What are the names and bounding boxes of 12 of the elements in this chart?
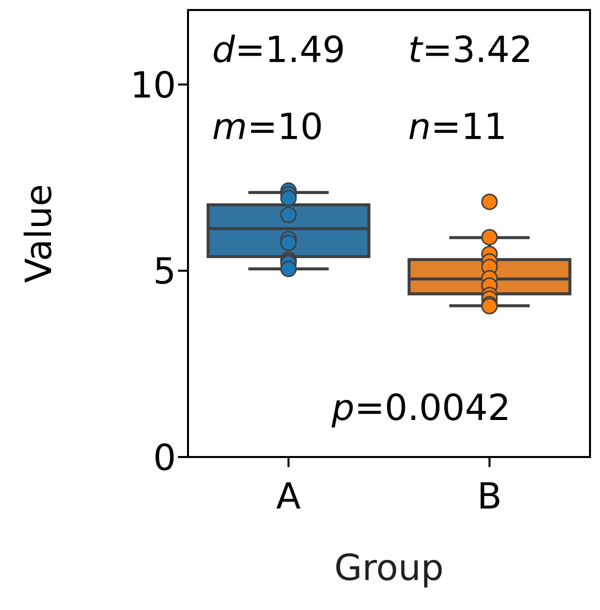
y-axis-title: Value [18, 184, 60, 283]
annotation: m=10 [212, 107, 324, 148]
annotation: p=0.0042 [330, 388, 511, 429]
annotation: n=11 [408, 107, 507, 148]
x-tick-label: B [477, 476, 502, 518]
annotation: t=3.42 [408, 30, 533, 71]
y-tick-label: 0 [153, 438, 176, 479]
y-tick-label: 5 [153, 252, 176, 293]
annotation: d=1.49 [212, 30, 346, 71]
y-tick-label: 10 [130, 65, 176, 106]
x-axis-title: Group [334, 548, 444, 589]
x-tick-label: A [276, 476, 302, 518]
